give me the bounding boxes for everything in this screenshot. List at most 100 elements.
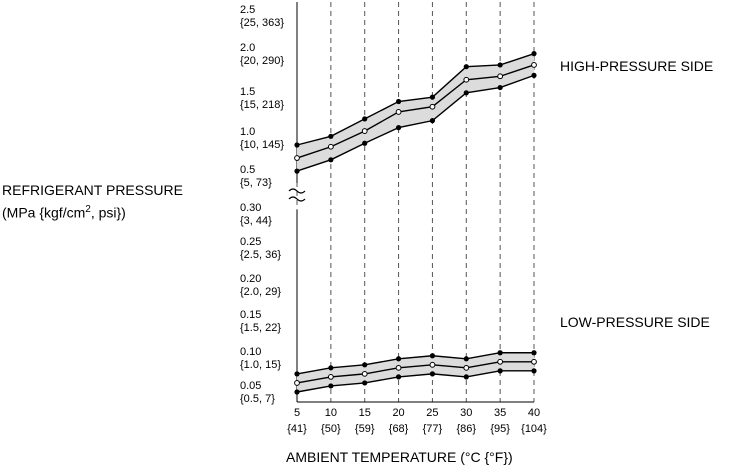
low-lower-line	[296, 370, 534, 393]
y-tick-sub-0.10: {1.0, 15}	[240, 359, 281, 371]
y-tick-label-2.5: 2.5	[240, 4, 255, 16]
low-lower-point-25	[429, 371, 436, 377]
high-upper-point-20	[395, 98, 402, 105]
y-axis-label-sup: 2	[85, 204, 91, 215]
y-axis-label-line1: REFRIGERANT PRESSURE	[2, 182, 183, 198]
low-upper-point-10	[328, 365, 334, 371]
low-upper-point-40	[531, 350, 537, 356]
y-tick-sub-0.25: {2.5, 36}	[240, 249, 281, 261]
y-tick-label-0.05: 0.05	[240, 380, 261, 392]
y-tick-label-0.10: 0.10	[240, 346, 261, 358]
x-tick-sub-30: {86}	[456, 423, 476, 435]
high-mid-line	[296, 64, 535, 159]
low-mid-point-35	[497, 358, 504, 365]
low-upper-point-20	[395, 356, 402, 362]
low-mid-point-10	[327, 374, 334, 380]
y-tick-label-2.0: 2.0	[240, 42, 255, 54]
high-upper-line	[296, 52, 535, 146]
low-lower-point-20	[395, 374, 402, 380]
y-tick-sub-1.0: {10, 145}	[240, 139, 284, 151]
high-mid-point-10	[327, 143, 334, 150]
low-lower-point-15	[362, 380, 368, 386]
low-lower-point-35	[497, 368, 503, 374]
y-tick-sub-0.30: {3, 44}	[240, 215, 272, 227]
tick-labels: 2.5{25, 363}2.0{20, 290}1.5{15, 218}1.0{…	[240, 4, 547, 435]
high-mid-point-5	[294, 155, 300, 161]
y-tick-sub-2.5: {25, 363}	[240, 17, 284, 29]
low-lower-point-30	[463, 374, 469, 380]
y-axis-label-line2: (MPa {kgf/cm2, psi})	[2, 200, 183, 223]
x-tick-label-40: 40	[528, 407, 540, 419]
high-mid-point-20	[395, 109, 402, 115]
high-lower-point-25	[429, 118, 436, 124]
low-mid-point-25	[429, 361, 436, 368]
grid-lines	[296, 2, 535, 403]
y-tick-label-0.5: 0.5	[240, 164, 255, 176]
high-lower-line	[296, 74, 535, 172]
high-mid-point-40	[531, 62, 537, 68]
y-tick-sub-0.05: {0.5, 7}	[240, 393, 275, 405]
y-tick-label-0.25: 0.25	[240, 236, 261, 248]
high-lower-point-20	[395, 125, 402, 131]
high-lower-point-40	[531, 72, 537, 78]
y-tick-label-0.20: 0.20	[240, 273, 261, 285]
low-upper-point-15	[362, 362, 368, 368]
low-upper-point-25	[429, 353, 436, 359]
high-upper-point-15	[362, 116, 368, 122]
x-tick-sub-5: {41}	[287, 423, 307, 435]
x-tick-label-25: 25	[426, 407, 438, 419]
low-mid-point-15	[361, 370, 368, 377]
low-mid-point-5	[294, 380, 300, 386]
low-upper-line	[296, 352, 534, 375]
high-mid-point-30	[463, 76, 470, 83]
low-lower-point-10	[328, 383, 334, 389]
x-tick-sub-10: {50}	[321, 423, 341, 435]
low-mid-point-20	[395, 364, 402, 371]
y-axis-label: REFRIGERANT PRESSURE (MPa {kgf/cm2, psi}…	[2, 180, 183, 223]
high-upper-point-35	[497, 62, 503, 68]
y-axis-label-post: , psi})	[90, 204, 126, 221]
high-mid-point-25	[429, 103, 436, 110]
high-pressure-label: HIGH-PRESSURE SIDE	[560, 58, 714, 74]
x-tick-sub-15: {59}	[355, 423, 375, 435]
y-axis-label-pre: (MPa {kgf/cm	[2, 204, 86, 221]
y-tick-sub-0.20: {2.0, 29}	[240, 286, 281, 298]
high-upper-point-25	[429, 94, 436, 100]
y-tick-label-1.5: 1.5	[240, 86, 255, 98]
x-tick-sub-40: {104}	[521, 423, 547, 435]
y-tick-sub-1.5: {15, 218}	[240, 99, 284, 111]
x-tick-label-35: 35	[494, 407, 506, 419]
x-tick-sub-25: {77}	[423, 423, 443, 435]
high-lower-point-5	[294, 168, 300, 174]
x-tick-sub-20: {68}	[389, 423, 409, 435]
high-band-area	[297, 53, 534, 172]
x-tick-sub-35: {95}	[490, 423, 510, 435]
y-tick-label-1.0: 1.0	[240, 126, 255, 138]
high-upper-point-40	[531, 51, 537, 57]
high-mid-point-15	[361, 128, 368, 134]
y-tick-sub-0.5: {5, 73}	[240, 177, 272, 189]
y-tick-label-0.30: 0.30	[240, 202, 261, 214]
low-mid-line	[296, 361, 534, 384]
x-tick-label-30: 30	[460, 407, 472, 419]
low-lower-point-5	[294, 389, 300, 395]
y-tick-label-0.15: 0.15	[240, 309, 261, 321]
x-axis-label: AMBIENT TEMPERATURE (°C {°F})	[286, 449, 513, 465]
high-lower-point-10	[328, 157, 334, 163]
high-lower-point-15	[362, 140, 368, 146]
y-tick-sub-0.15: {1.5, 22}	[240, 322, 281, 334]
x-tick-label-5: 5	[294, 407, 300, 419]
low-pressure-label: LOW-PRESSURE SIDE	[560, 314, 710, 330]
high-lower-point-30	[463, 90, 469, 96]
x-tick-label-10: 10	[325, 407, 337, 419]
break-squiggle-bottom	[288, 196, 306, 202]
high-upper-point-10	[328, 133, 334, 139]
low-upper-point-5	[294, 371, 300, 377]
high-upper-point-5	[294, 142, 300, 148]
high-mid-point-35	[497, 73, 504, 80]
bands	[294, 51, 537, 395]
low-upper-point-35	[497, 350, 503, 356]
low-lower-point-40	[531, 368, 537, 374]
x-tick-label-20: 20	[392, 407, 404, 419]
